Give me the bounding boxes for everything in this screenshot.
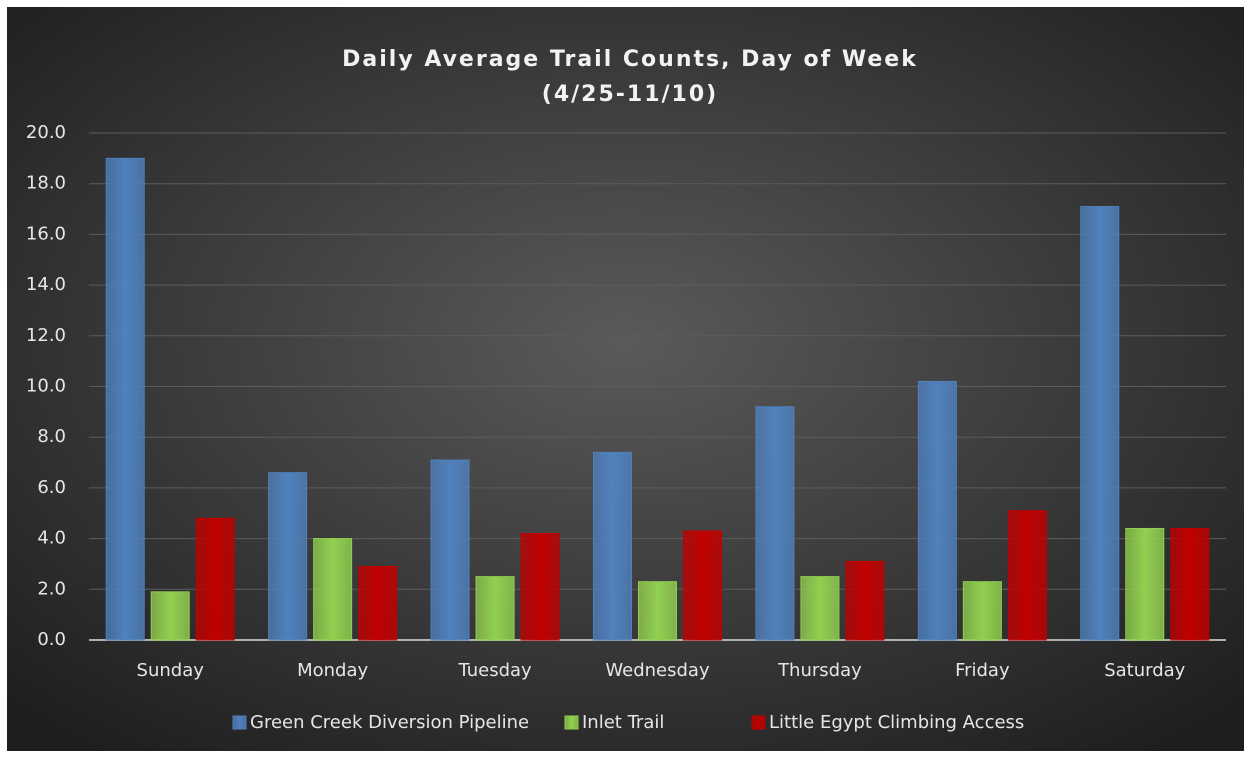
legend-label: Green Creek Diversion Pipeline	[250, 712, 529, 733]
bar	[593, 451, 632, 641]
bar	[358, 565, 398, 641]
bar	[520, 533, 560, 641]
chart-title: Daily Average Trail Counts, Day of Week	[342, 47, 918, 72]
bar	[1125, 527, 1165, 641]
y-tick-label: 10.0	[26, 376, 66, 397]
x-tick-label: Saturday	[1104, 660, 1185, 681]
bar	[845, 560, 885, 641]
bar	[638, 581, 677, 641]
bar	[313, 538, 353, 641]
bar	[1170, 527, 1210, 641]
x-tick-label: Monday	[297, 660, 368, 681]
bar	[430, 459, 470, 641]
y-tick-label: 20.0	[26, 122, 66, 143]
chart-subtitle: (4/25-11/10)	[542, 82, 718, 107]
legend-swatch	[564, 715, 579, 730]
x-tick-label: Tuesday	[457, 660, 532, 681]
bar	[917, 380, 957, 641]
y-tick-label: 0.0	[37, 629, 66, 650]
bar	[150, 591, 190, 641]
y-tick-label: 6.0	[37, 477, 66, 498]
y-tick-label: 18.0	[26, 173, 66, 194]
x-tick-label: Friday	[955, 660, 1010, 681]
bar	[268, 472, 308, 641]
y-tick-label: 12.0	[26, 325, 66, 346]
y-tick-label: 16.0	[26, 223, 66, 244]
y-tick-label: 14.0	[26, 274, 66, 295]
legend-swatch	[232, 715, 247, 730]
x-tick-label: Thursday	[777, 660, 862, 681]
bar	[105, 157, 145, 641]
y-tick-label: 4.0	[37, 528, 66, 549]
legend-label: Inlet Trail	[582, 712, 664, 733]
bar	[800, 576, 840, 641]
legend-swatch	[751, 715, 766, 730]
x-tick-label: Wednesday	[605, 660, 710, 681]
y-tick-label: 8.0	[37, 426, 66, 447]
bar	[195, 517, 235, 641]
bar	[1007, 510, 1047, 641]
x-tick-label: Sunday	[137, 660, 205, 681]
y-tick-label: 2.0	[37, 578, 66, 599]
legend-label: Little Egypt Climbing Access	[769, 712, 1024, 733]
bar	[475, 576, 515, 641]
bar	[755, 406, 795, 641]
bar	[683, 530, 722, 641]
bar	[1080, 206, 1120, 641]
bar	[962, 581, 1002, 641]
